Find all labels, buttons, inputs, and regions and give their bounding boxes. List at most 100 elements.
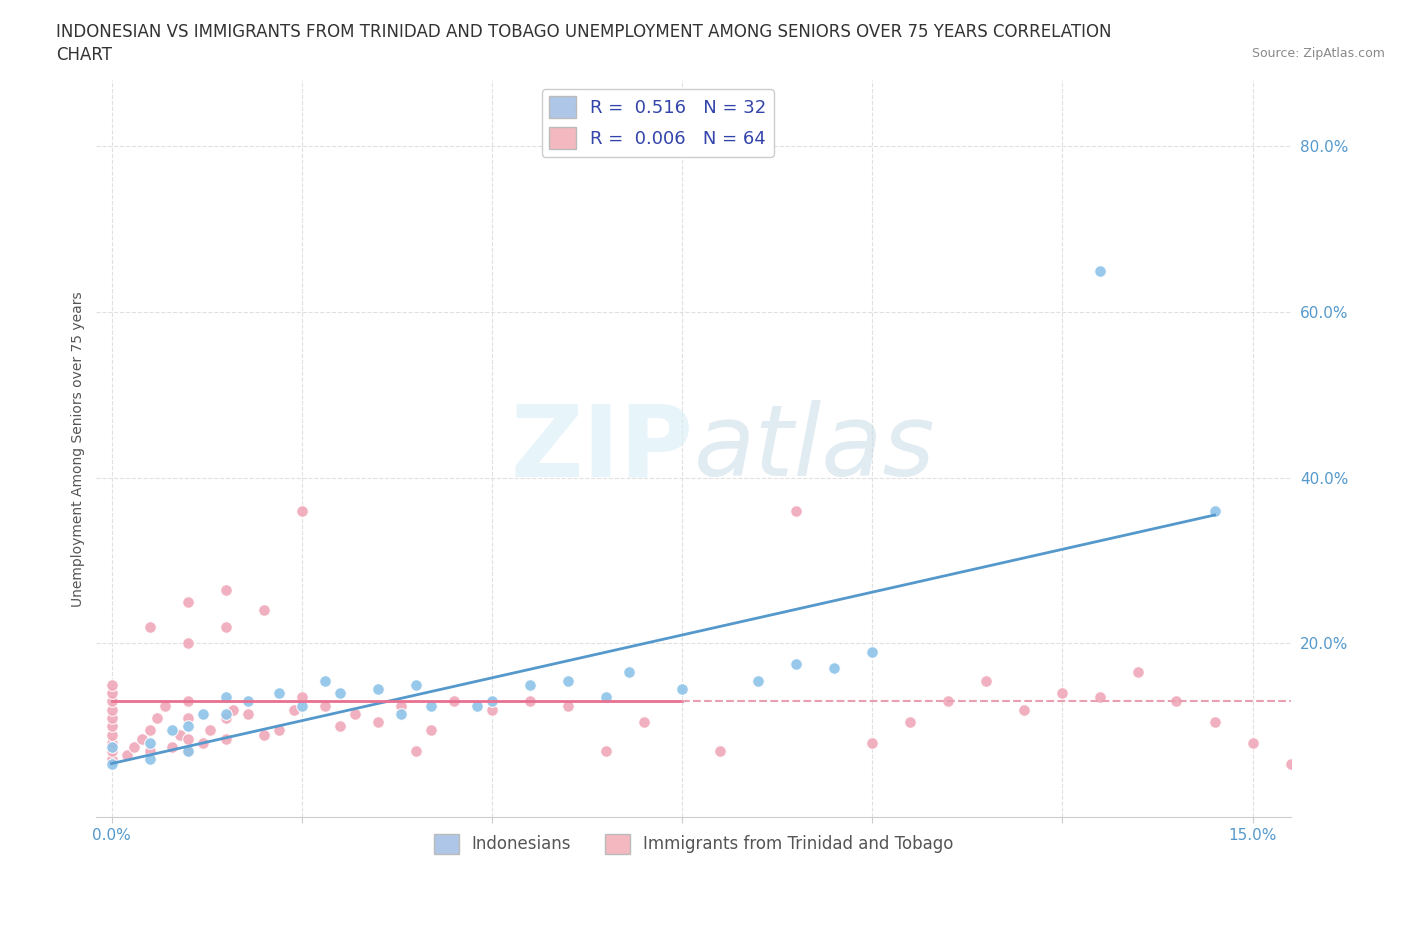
Point — [162, 723, 184, 737]
Point — [267, 723, 290, 737]
Point — [617, 665, 640, 680]
Point — [860, 736, 883, 751]
Point — [100, 677, 122, 692]
Point — [747, 673, 769, 688]
Point — [420, 698, 443, 713]
Point — [100, 719, 122, 734]
Point — [1393, 793, 1406, 808]
Point — [519, 677, 541, 692]
Point — [1279, 756, 1302, 771]
Point — [138, 619, 160, 634]
Point — [465, 698, 488, 713]
Point — [898, 714, 921, 729]
Point — [633, 714, 655, 729]
Point — [976, 673, 998, 688]
Point — [215, 731, 238, 746]
Point — [253, 727, 276, 742]
Point — [343, 707, 366, 722]
Point — [785, 503, 807, 518]
Point — [367, 682, 389, 697]
Point — [153, 698, 176, 713]
Point — [100, 694, 122, 709]
Text: Source: ZipAtlas.com: Source: ZipAtlas.com — [1251, 46, 1385, 60]
Point — [191, 707, 214, 722]
Point — [291, 698, 314, 713]
Point — [443, 694, 465, 709]
Point — [709, 744, 731, 759]
Point — [222, 702, 245, 717]
Text: atlas: atlas — [693, 400, 935, 498]
Point — [671, 682, 693, 697]
Point — [1090, 690, 1112, 705]
Point — [115, 748, 138, 763]
Point — [215, 619, 238, 634]
Point — [557, 673, 579, 688]
Point — [100, 756, 122, 771]
Point — [314, 698, 336, 713]
Point — [389, 707, 412, 722]
Point — [389, 698, 412, 713]
Legend: Indonesians, Immigrants from Trinidad and Tobago: Indonesians, Immigrants from Trinidad an… — [427, 827, 960, 860]
Point — [215, 707, 238, 722]
Point — [200, 723, 222, 737]
Point — [215, 582, 238, 597]
Point — [176, 694, 198, 709]
Point — [860, 644, 883, 659]
Point — [519, 694, 541, 709]
Point — [1166, 694, 1188, 709]
Point — [100, 752, 122, 767]
Point — [100, 702, 122, 717]
Point — [1317, 777, 1340, 791]
Point — [367, 714, 389, 729]
Point — [291, 503, 314, 518]
Point — [253, 603, 276, 618]
Point — [100, 685, 122, 700]
Point — [595, 744, 617, 759]
Point — [176, 719, 198, 734]
Point — [100, 739, 122, 754]
Text: CHART: CHART — [56, 46, 112, 64]
Point — [100, 736, 122, 751]
Point — [146, 711, 169, 725]
Point — [1204, 714, 1226, 729]
Point — [291, 690, 314, 705]
Point — [595, 690, 617, 705]
Point — [131, 731, 153, 746]
Point — [176, 711, 198, 725]
Point — [238, 694, 260, 709]
Point — [138, 752, 160, 767]
Point — [1204, 503, 1226, 518]
Point — [329, 719, 352, 734]
Point — [138, 723, 160, 737]
Point — [215, 690, 238, 705]
Text: INDONESIAN VS IMMIGRANTS FROM TRINIDAD AND TOBAGO UNEMPLOYMENT AMONG SENIORS OVE: INDONESIAN VS IMMIGRANTS FROM TRINIDAD A… — [56, 23, 1112, 41]
Point — [215, 711, 238, 725]
Point — [283, 702, 305, 717]
Point — [329, 685, 352, 700]
Point — [557, 698, 579, 713]
Y-axis label: Unemployment Among Seniors over 75 years: Unemployment Among Seniors over 75 years — [72, 291, 86, 606]
Point — [936, 694, 959, 709]
Point — [100, 744, 122, 759]
Point — [191, 736, 214, 751]
Point — [124, 739, 146, 754]
Point — [314, 673, 336, 688]
Point — [138, 744, 160, 759]
Point — [481, 694, 503, 709]
Point — [1241, 736, 1264, 751]
Point — [1090, 263, 1112, 278]
Point — [176, 744, 198, 759]
Point — [267, 685, 290, 700]
Point — [420, 723, 443, 737]
Point — [1128, 665, 1150, 680]
Point — [138, 736, 160, 751]
Point — [176, 731, 198, 746]
Point — [823, 661, 845, 676]
Point — [1052, 685, 1074, 700]
Text: ZIP: ZIP — [510, 400, 693, 498]
Point — [176, 594, 198, 609]
Point — [1355, 793, 1378, 808]
Point — [176, 744, 198, 759]
Point — [100, 727, 122, 742]
Point — [100, 711, 122, 725]
